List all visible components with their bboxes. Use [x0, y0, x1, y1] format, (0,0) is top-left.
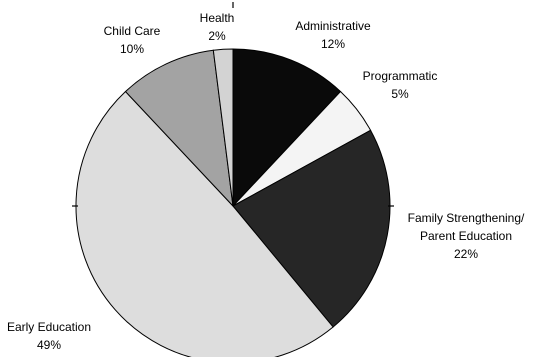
slice-percent: 22%: [454, 247, 478, 261]
slice-percent: 2%: [208, 29, 226, 43]
label-health: Health 2%: [200, 11, 235, 43]
slice-name: Administrative: [295, 19, 371, 33]
label-programmatic: Programmatic 5%: [363, 69, 438, 101]
slice-name: Health: [200, 11, 235, 25]
slice-percent: 12%: [321, 37, 345, 51]
pie-ticks: [72, 2, 394, 207]
label-family-strengthening: Family Strengthening/ Parent Education 2…: [408, 211, 525, 261]
pie-slice-health: [212, 48, 234, 207]
slice-percent: 5%: [391, 87, 409, 101]
slice-name: Child Care: [104, 24, 161, 38]
label-child-care: Child Care 10%: [104, 24, 161, 56]
label-early-education: Early Education 49%: [7, 320, 91, 352]
pie-slice-early-education: [75, 90, 334, 357]
pie-slice-family-strengthening-parent-education: [232, 129, 391, 328]
label-administrative: Administrative 12%: [295, 19, 371, 51]
pie-slices: [75, 48, 391, 357]
slice-name: Programmatic: [363, 69, 438, 83]
slice-name: Early Education: [7, 320, 91, 334]
pie-slice-administrative: [232, 48, 342, 208]
slice-name-line1: Family Strengthening/: [408, 211, 525, 225]
slice-percent: 49%: [37, 338, 61, 352]
slice-percent: 10%: [120, 42, 144, 56]
slice-name-line2: Parent Education: [420, 229, 512, 243]
pie-slice-child-care: [124, 49, 234, 208]
